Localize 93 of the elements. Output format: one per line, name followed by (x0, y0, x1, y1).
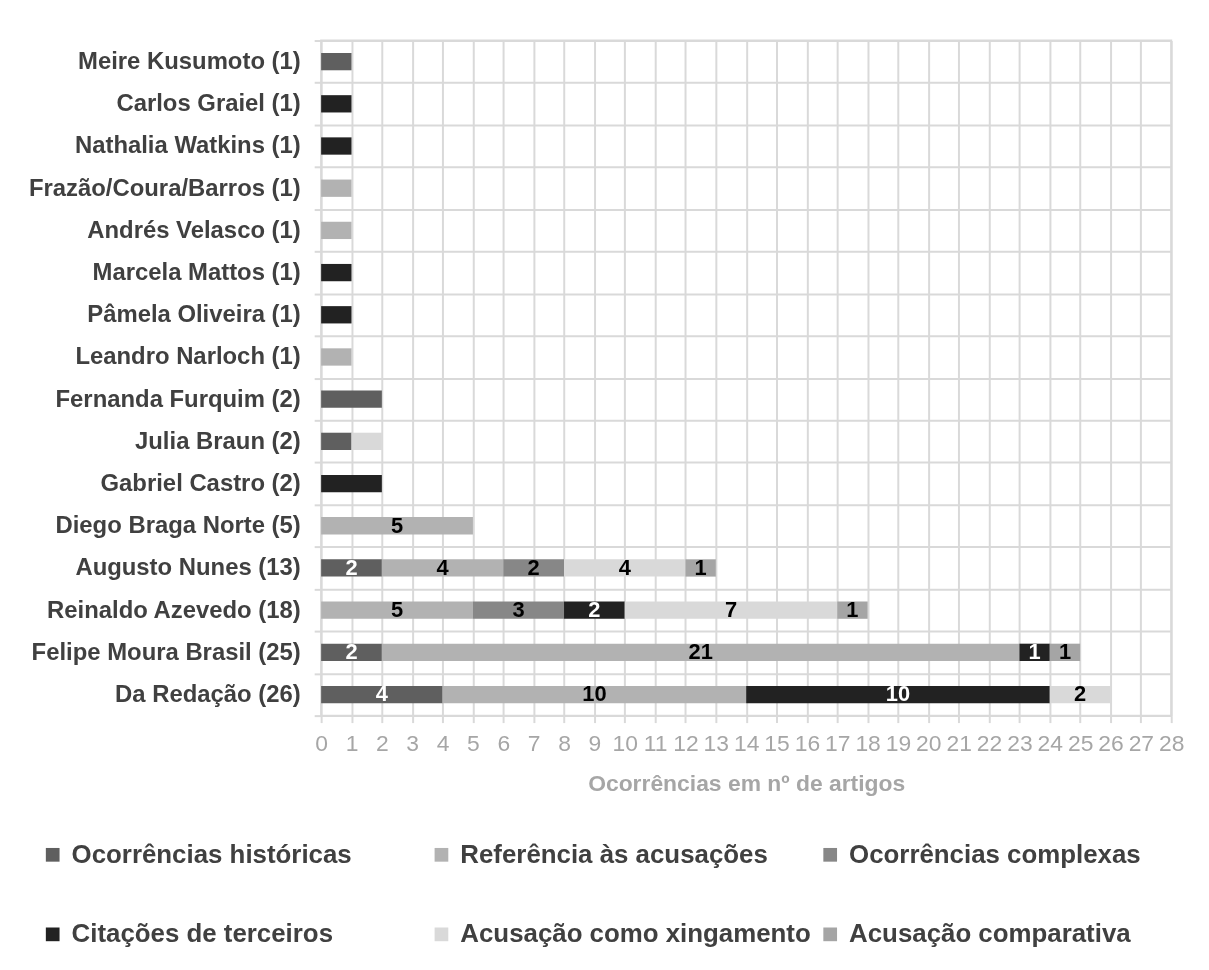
data-label: 1 (846, 597, 859, 623)
x-tick-label: 20 (916, 729, 942, 756)
x-tick-label: 11 (643, 729, 668, 756)
legend-label: Acusação como xingamento (460, 919, 811, 948)
x-tick-label: 4 (436, 729, 450, 756)
data-label: 4 (436, 554, 450, 580)
data-label: 5 (390, 597, 404, 623)
bar (321, 559, 382, 577)
bar (321, 221, 352, 240)
y-tick-label: Diego Braga Norte (5) (55, 511, 301, 539)
data-label: 5 (390, 512, 404, 538)
legend-label: Ocorrências históricas (71, 839, 352, 868)
data-label: 10 (885, 681, 911, 707)
data-label: 1 (694, 554, 707, 580)
x-tick-label: 3 (406, 729, 420, 756)
y-tick-label: Carlos Graiel (1) (116, 89, 301, 117)
bar (321, 601, 473, 619)
bar (321, 474, 382, 493)
bar (321, 685, 443, 704)
data-label: 10 (582, 681, 607, 707)
y-tick-label: Andrés Velasco (1) (87, 215, 301, 243)
y-tick-label: Leandro Narloch (1) (75, 342, 301, 370)
x-tick-label: 1 (345, 729, 359, 756)
x-tick-label: 16 (794, 729, 821, 756)
y-tick-label: Da Redação (26) (115, 679, 301, 707)
y-tick-label: Julia Braun (2) (135, 426, 301, 454)
y-tick-label: Gabriel Castro (2) (100, 469, 301, 497)
x-tick-label: 26 (1098, 729, 1124, 756)
data-label: 4 (375, 681, 389, 707)
y-tick-label: Augusto Nunes (13) (75, 553, 301, 581)
x-axis-title: Ocorrências em nº de artigos (588, 769, 906, 796)
data-label: 7 (724, 597, 738, 623)
y-tick-label: Reinaldo Azevedo (18) (47, 595, 301, 623)
bar (321, 179, 352, 197)
legend-label: Ocorrências complexas (849, 839, 1141, 868)
x-tick-label: 19 (885, 729, 912, 756)
data-label: 4 (618, 554, 632, 580)
x-tick-label: 23 (1007, 729, 1033, 756)
bar (381, 559, 504, 577)
x-tick-label: 24 (1037, 729, 1064, 756)
x-tick-label: 17 (825, 729, 851, 756)
data-label: 2 (345, 554, 358, 580)
bar (321, 95, 352, 113)
data-label: 2 (588, 597, 601, 623)
y-tick-label: Felipe Moura Brasil (25) (31, 637, 301, 665)
data-label: 2 (345, 639, 358, 665)
bar (564, 601, 625, 619)
x-tick-label: 12 (673, 729, 699, 756)
data-label: 2 (1074, 681, 1087, 707)
y-tick-label: Pâmela Oliveira (1) (87, 300, 301, 328)
data-label: 3 (512, 597, 525, 623)
x-tick-label: 8 (558, 729, 571, 756)
y-tick-label: Marcela Mattos (1) (92, 258, 301, 286)
bar (442, 685, 747, 704)
legend-label: Citações de terceiros (71, 919, 334, 948)
y-tick-label: Fernanda Furquim (2) (55, 384, 301, 412)
x-tick-label: 14 (733, 729, 760, 756)
x-tick-label: 18 (855, 729, 881, 756)
y-tick-label: Nathalia Watkins (1) (74, 131, 301, 159)
x-tick-label: 5 (467, 729, 480, 756)
x-tick-label: 15 (764, 729, 790, 756)
bar (321, 137, 352, 155)
bar (321, 517, 473, 535)
bar (746, 685, 1050, 704)
x-tick-label: 7 (527, 729, 541, 756)
x-tick-label: 0 (315, 729, 328, 756)
x-tick-label: 10 (612, 729, 638, 756)
bar (321, 263, 352, 282)
y-tick-label: Meire Kusumoto (1) (78, 47, 301, 75)
bar (321, 306, 352, 324)
x-tick-label: 2 (376, 729, 389, 756)
x-tick-label: 9 (588, 729, 602, 756)
bar (381, 643, 1020, 661)
legend-label: Acusação comparativa (849, 919, 1132, 948)
bar (472, 601, 565, 619)
x-tick-label: 28 (1159, 729, 1185, 756)
legend-label: Referência às acusações (460, 839, 768, 868)
data-label: 1 (1058, 639, 1072, 665)
data-label: 2 (527, 554, 540, 580)
bar (321, 52, 352, 71)
x-tick-label: 27 (1128, 729, 1155, 756)
x-tick-label: 22 (976, 729, 1003, 756)
x-tick-label: 21 (946, 729, 972, 756)
bar (321, 432, 352, 451)
x-tick-label: 25 (1067, 729, 1094, 756)
bar (503, 559, 565, 577)
bar (321, 348, 352, 366)
y-tick-label: Frazão/Coura/Barros (1) (28, 173, 301, 201)
data-label: 21 (688, 639, 713, 665)
data-label: 1 (1028, 639, 1041, 665)
x-tick-label: 6 (497, 729, 511, 756)
bar (321, 390, 382, 408)
x-tick-label: 13 (703, 729, 730, 756)
